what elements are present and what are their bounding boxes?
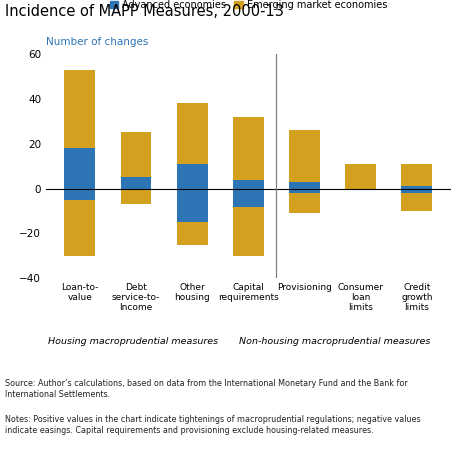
Bar [120,177,151,189]
Bar [176,189,207,222]
Bar [232,117,263,180]
Bar [64,189,95,200]
Text: Source: Author’s calculations, based on data from the International Monetary Fun: Source: Author’s calculations, based on … [5,379,407,399]
Bar [232,207,263,256]
Bar [401,189,431,193]
Bar [401,186,431,189]
Bar [289,182,319,189]
Bar [401,164,431,186]
Text: Notes: Positive values in the chart indicate tightenings of macroprudential regu: Notes: Positive values in the chart indi… [5,415,420,435]
Bar [176,103,207,164]
Bar [176,222,207,245]
Legend: Advanced economies, Emerging market economies: Advanced economies, Emerging market econ… [106,0,390,13]
Bar [232,189,263,207]
Bar [64,70,95,148]
Bar [345,164,375,189]
Bar [64,200,95,256]
Text: Housing macroprudential measures: Housing macroprudential measures [48,337,217,346]
Text: Incidence of MAPP Measures, 2000-13: Incidence of MAPP Measures, 2000-13 [5,4,283,19]
Bar [64,148,95,189]
Bar [120,132,151,177]
Bar [401,193,431,211]
Bar [176,164,207,189]
Text: Non-housing macroprudential measures: Non-housing macroprudential measures [239,337,430,346]
Bar [232,180,263,189]
Bar [120,189,151,204]
Bar [289,193,319,213]
Bar [289,130,319,182]
Bar [289,189,319,193]
Text: Number of changes: Number of changes [46,37,148,47]
